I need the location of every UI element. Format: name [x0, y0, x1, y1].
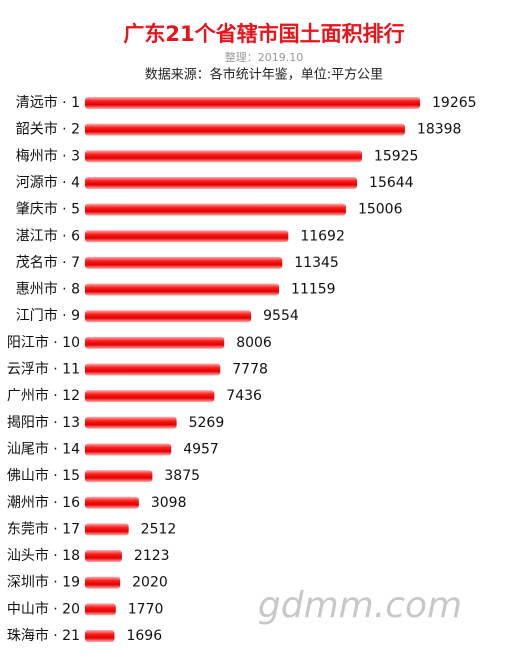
bar: [85, 576, 121, 589]
bar: [85, 176, 358, 189]
category-label: 广州市 · 12: [7, 387, 80, 404]
category-label: 肇庆市 · 5: [16, 201, 80, 218]
bar: [85, 310, 252, 323]
value-label: 19265: [432, 95, 477, 111]
value-label: 18398: [417, 122, 462, 138]
bar: [85, 363, 221, 376]
value-label: 2123: [134, 548, 170, 564]
value-label: 7436: [226, 388, 262, 404]
category-label: 汕尾市 · 14: [7, 440, 80, 457]
category-label: 清远市 · 1: [16, 94, 80, 111]
bar: [85, 550, 122, 563]
value-label: 3098: [151, 495, 187, 511]
value-label: 2512: [141, 521, 177, 537]
watermark: gdmm.com: [258, 585, 462, 626]
bar: [85, 603, 116, 616]
category-label: 江门市 · 9: [16, 307, 80, 324]
category-label: 珠海市 · 21: [7, 627, 80, 644]
category-label: 惠州市 · 8: [16, 281, 80, 298]
category-label: 揭阳市 · 13: [7, 414, 80, 431]
value-label: 11159: [291, 282, 336, 298]
category-label: 佛山市 · 15: [7, 467, 80, 484]
bar: [85, 123, 405, 136]
value-label: 11345: [294, 255, 339, 271]
value-label: 9554: [263, 308, 299, 324]
category-label: 云浮市 · 11: [7, 361, 80, 378]
bar: [85, 630, 115, 642]
bar: [85, 97, 420, 109]
value-label: 3875: [164, 468, 200, 484]
bar: [85, 283, 280, 296]
value-label: 15925: [374, 148, 419, 164]
value-label: 4957: [183, 441, 219, 457]
category-label: 中山市 · 20: [7, 600, 80, 617]
value-label: 15644: [369, 175, 414, 191]
category-label: 深圳市 · 19: [7, 574, 80, 591]
bar: [85, 336, 225, 349]
bar: [85, 150, 362, 163]
value-label: 1770: [128, 601, 164, 617]
value-label: 2020: [132, 575, 168, 591]
category-label: 汕头市 · 18: [7, 547, 80, 564]
bar: [85, 496, 139, 509]
chart-subtitle: 整理：2019.10: [225, 50, 304, 64]
category-label: 潮州市 · 16: [7, 494, 80, 511]
bar: [85, 470, 153, 483]
value-label: 7778: [232, 362, 268, 378]
category-label: 茂名市 · 7: [16, 254, 80, 271]
source-note: 数据来源：各市统计年鉴，单位:平方公里: [145, 67, 383, 83]
category-label: 湛江市 · 6: [16, 227, 80, 244]
value-label: 8006: [236, 335, 272, 351]
value-label: 11692: [300, 228, 345, 244]
bar: [85, 390, 215, 403]
value-label: 5269: [189, 415, 225, 431]
bar: [85, 523, 129, 536]
bar: [85, 256, 283, 269]
bar: [85, 443, 172, 456]
category-label: 韶关市 · 2: [16, 121, 80, 138]
bar: [85, 230, 289, 243]
value-label: 15006: [358, 202, 403, 218]
category-label: 河源市 · 4: [16, 174, 80, 191]
category-label: 梅州市 · 3: [16, 147, 80, 164]
category-label: 东莞市 · 17: [7, 520, 80, 537]
category-label: 阳江市 · 10: [7, 334, 80, 351]
bar: [85, 203, 346, 216]
value-label: 1696: [126, 628, 162, 644]
bar: [85, 416, 177, 429]
chart-title: 广东21个省辖市国土面积排行: [123, 22, 404, 46]
